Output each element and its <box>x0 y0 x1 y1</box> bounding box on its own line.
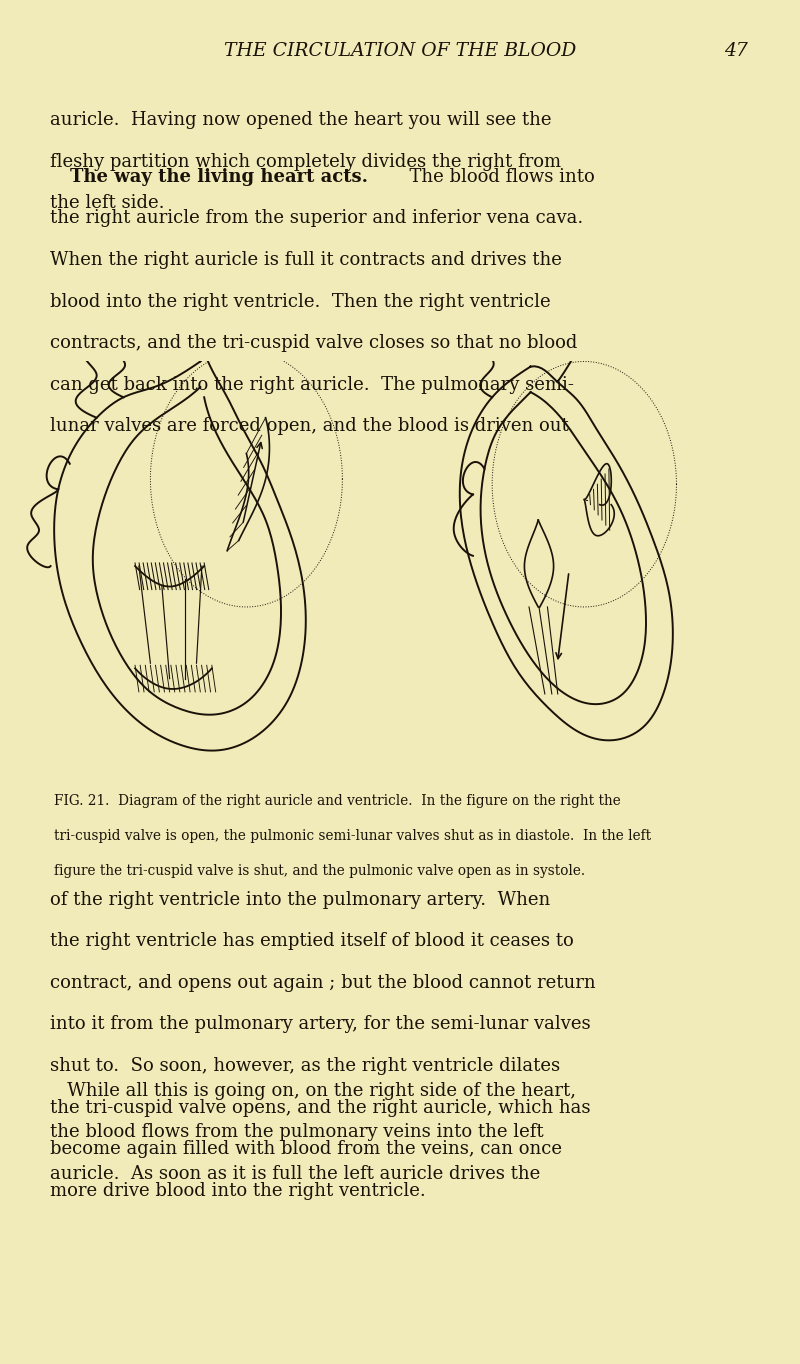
Text: The way the living heart acts.: The way the living heart acts. <box>70 168 368 186</box>
Text: THE CIRCULATION OF THE BLOOD: THE CIRCULATION OF THE BLOOD <box>224 41 576 60</box>
Text: the blood flows from the pulmonary veins into the left: the blood flows from the pulmonary veins… <box>50 1124 543 1142</box>
Text: the left side.: the left side. <box>50 195 164 213</box>
Text: the tri-cuspid valve opens, and the right auricle, which has: the tri-cuspid valve opens, and the righ… <box>50 1099 590 1117</box>
Text: figure the tri-cuspid valve is shut, and the pulmonic valve open as in systole.: figure the tri-cuspid valve is shut, and… <box>54 863 586 878</box>
Text: The blood flows into: The blood flows into <box>398 168 594 186</box>
Text: shut to.  So soon, however, as the right ventricle dilates: shut to. So soon, however, as the right … <box>50 1057 560 1075</box>
Text: of the right ventricle into the pulmonary artery.  When: of the right ventricle into the pulmonar… <box>50 891 550 908</box>
Text: auricle.  As soon as it is full the left auricle drives the: auricle. As soon as it is full the left … <box>50 1165 540 1183</box>
Text: the right ventricle has emptied itself of blood it ceases to: the right ventricle has emptied itself o… <box>50 933 574 951</box>
Text: When the right auricle is full it contracts and drives the: When the right auricle is full it contra… <box>50 251 562 269</box>
Text: can get back into the right auricle.  The pulmonary semi-: can get back into the right auricle. The… <box>50 375 574 394</box>
Text: into it from the pulmonary artery, for the semi-lunar valves: into it from the pulmonary artery, for t… <box>50 1015 590 1034</box>
Text: become again filled with blood from the veins, can once: become again filled with blood from the … <box>50 1140 562 1158</box>
Text: FIG. 21.  Diagram of the right auricle and ventricle.  In the figure on the righ: FIG. 21. Diagram of the right auricle an… <box>54 794 621 807</box>
Text: the right auricle from the superior and inferior vena cava.: the right auricle from the superior and … <box>50 209 583 228</box>
Text: 47: 47 <box>724 41 748 60</box>
Text: tri-cuspid valve is open, the pulmonic semi-lunar valves shut as in diastole.  I: tri-cuspid valve is open, the pulmonic s… <box>54 829 651 843</box>
Text: lunar valves are forced open, and the blood is driven out: lunar valves are forced open, and the bl… <box>50 417 568 435</box>
Text: While all this is going on, on the right side of the heart,: While all this is going on, on the right… <box>50 1082 576 1099</box>
Text: fleshy partition which completely divides the right from: fleshy partition which completely divide… <box>50 153 561 170</box>
Text: more drive blood into the right ventricle.: more drive blood into the right ventricl… <box>50 1181 426 1200</box>
Text: contracts, and the tri-cuspid valve closes so that no blood: contracts, and the tri-cuspid valve clos… <box>50 334 577 352</box>
Text: contract, and opens out again ; but the blood cannot return: contract, and opens out again ; but the … <box>50 974 595 992</box>
Text: blood into the right ventricle.  Then the right ventricle: blood into the right ventricle. Then the… <box>50 293 550 311</box>
Text: auricle.  Having now opened the heart you will see the: auricle. Having now opened the heart you… <box>50 110 551 130</box>
